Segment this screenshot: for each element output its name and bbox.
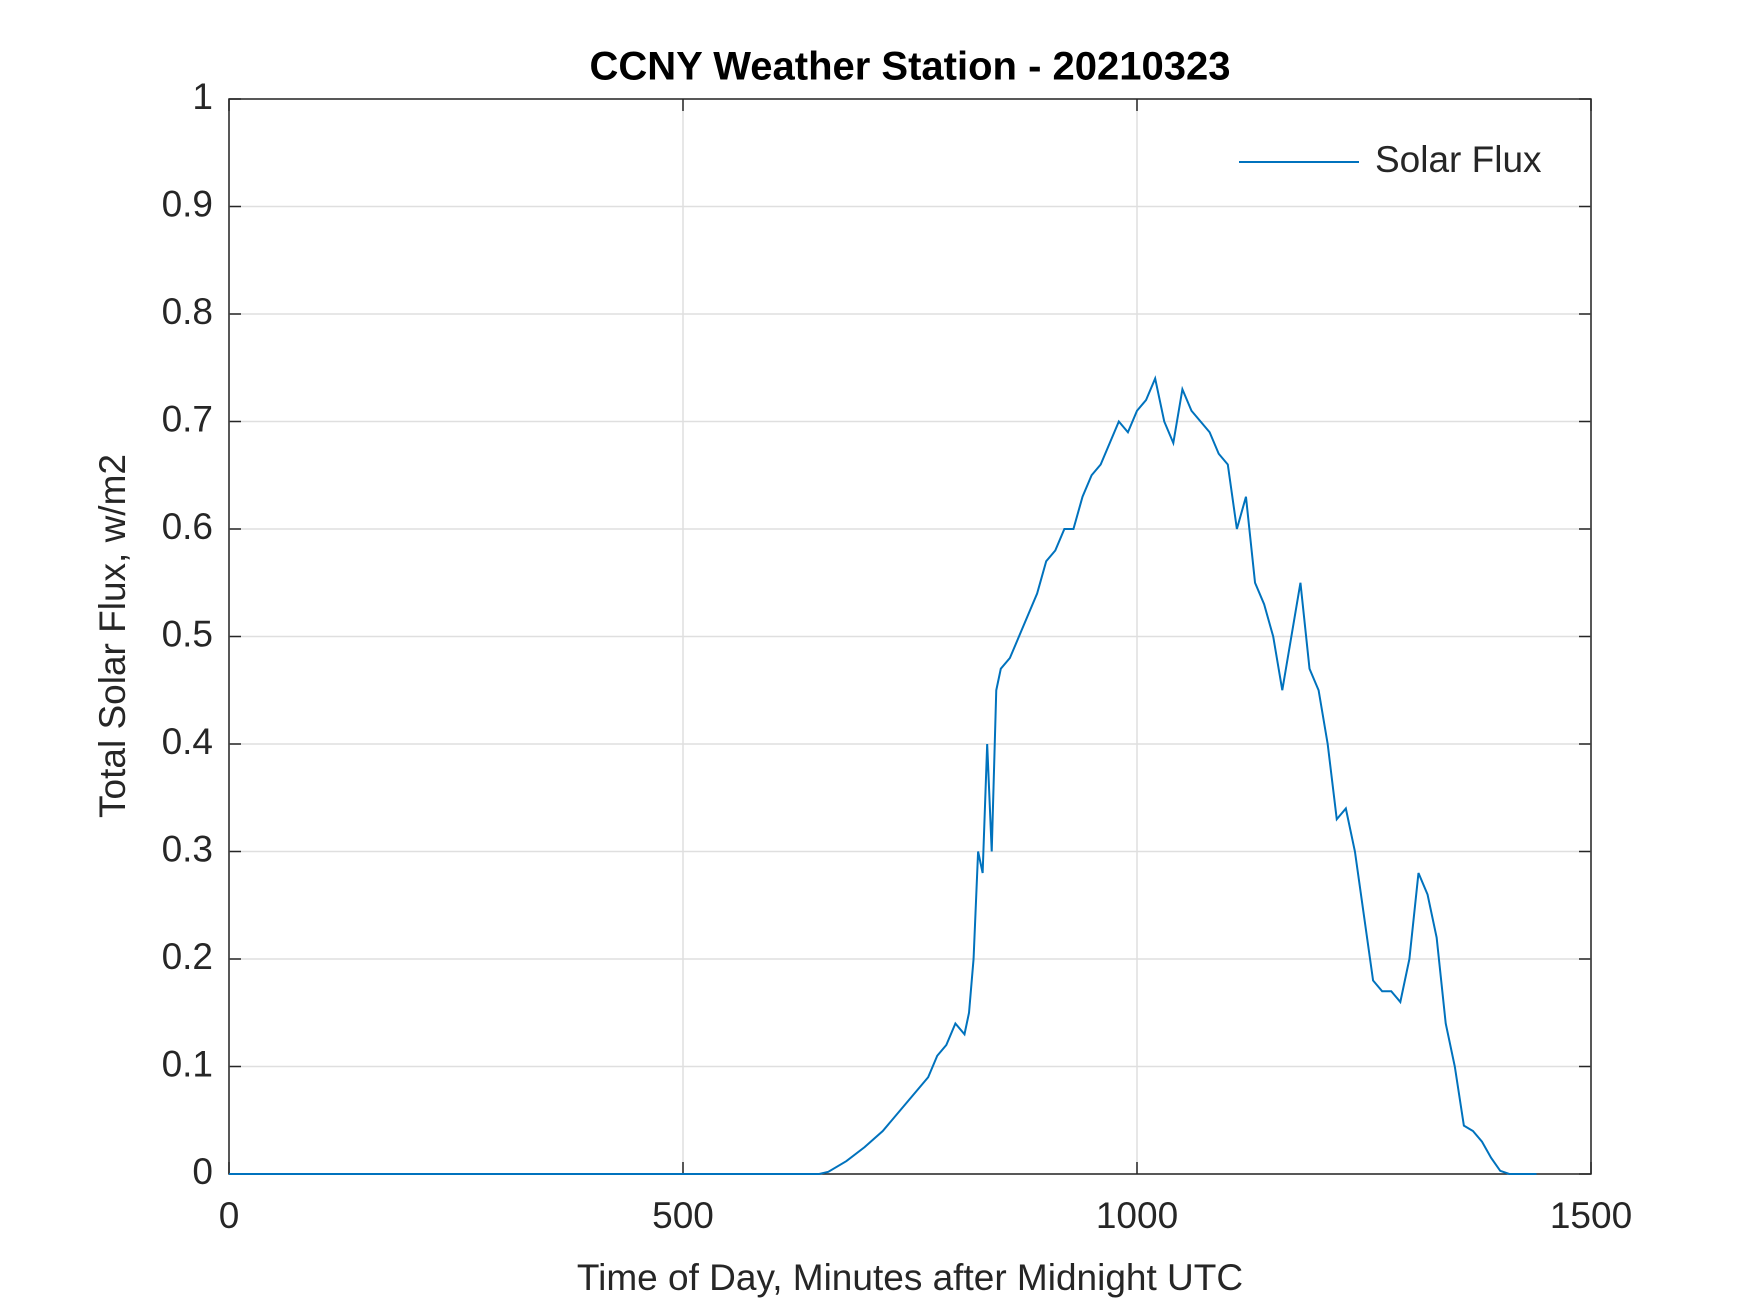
y-tick-label: 0 — [192, 1151, 213, 1192]
y-tick-label: 1 — [192, 76, 213, 117]
y-tick-label: 0.3 — [162, 828, 213, 869]
y-tick-label: 0.4 — [162, 721, 213, 762]
x-tick-label: 1000 — [1096, 1195, 1178, 1236]
x-tick-label: 1500 — [1550, 1195, 1632, 1236]
y-tick-label: 0.1 — [162, 1043, 213, 1084]
plot-frame — [228, 98, 1592, 1175]
x-tick-label: 500 — [652, 1195, 714, 1236]
x-tick-label: 0 — [219, 1195, 240, 1236]
y-tick-label: 0.9 — [162, 183, 213, 224]
legend-label: Solar Flux — [1375, 139, 1542, 180]
data-line — [229, 375, 1537, 1175]
y-tick-label: 0.2 — [162, 936, 213, 977]
x-axis-label: Time of Day, Minutes after Midnight UTC — [577, 1257, 1243, 1298]
y-tick-label: 0.7 — [162, 398, 213, 439]
y-tick-label: 0.8 — [162, 291, 213, 332]
y-tick-label: 0.5 — [162, 613, 213, 654]
chart-title: CCNY Weather Station - 20210323 — [590, 45, 1231, 89]
y-tick-label: 0.6 — [162, 506, 213, 547]
y-axis-label: Total Solar Flux, w/m2 — [92, 454, 133, 818]
